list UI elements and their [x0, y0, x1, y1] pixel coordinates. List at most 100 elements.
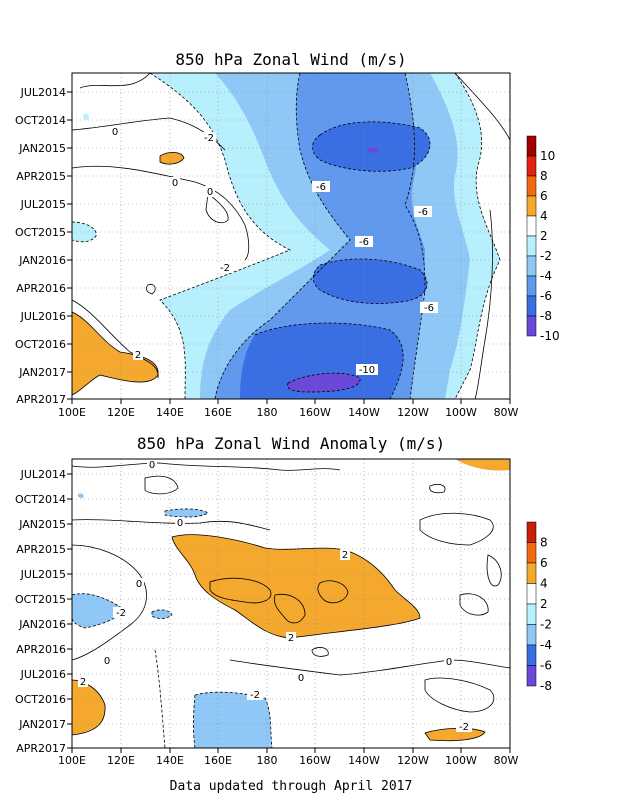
chart1-contour-label: -6 — [424, 303, 434, 314]
colorbar-label: 6 — [540, 556, 548, 570]
chart1-x-tick: 180 — [257, 406, 278, 419]
chart2-contour-label: 0 — [149, 460, 155, 471]
colorbar-swatch — [526, 155, 537, 177]
chart1-contour-label: 2 — [135, 350, 141, 361]
chart1-x-tick: 140E — [156, 406, 184, 419]
chart1-contour-label: -6 — [418, 207, 428, 218]
chart1-region-neg10-b — [367, 147, 379, 153]
chart2-x-tick: 100W — [445, 754, 477, 767]
colorbar-label: 6 — [540, 189, 548, 203]
chart1-contour-label: 0 — [112, 127, 118, 138]
colorbar-label: -8 — [540, 679, 552, 693]
chart2-region-pos2-tr — [455, 459, 510, 471]
colorbar-swatch — [526, 135, 537, 157]
colorbar-label: 8 — [540, 169, 548, 183]
chart1-x-tick: 140W — [348, 406, 380, 419]
colorbar-label: -4 — [540, 638, 552, 652]
chart2-x-tick: 140E — [156, 754, 184, 767]
chart1-y-tick: OCT2015 — [15, 226, 66, 239]
chart2-contours-neg — [72, 508, 273, 748]
chart2-x-tick: 120W — [397, 754, 429, 767]
chart2-contour-label: -2 — [459, 722, 469, 733]
chart2-y-tick: JAN2016 — [18, 618, 66, 631]
chart1-contour-label: -2 — [204, 133, 214, 144]
chart1-region-neg8-a — [312, 121, 431, 172]
chart1-contour-label: -2 — [220, 263, 230, 274]
chart2-x-tick: 140W — [348, 754, 380, 767]
chart1-y-tick: APR2017 — [16, 393, 66, 406]
colorbar-swatch — [526, 624, 537, 646]
chart2-region-pos2-left — [72, 680, 106, 735]
chart2-y-tick: JAN2015 — [18, 518, 66, 531]
chart1-y-tick: APR2015 — [16, 170, 66, 183]
chart2-x-tick: 120E — [107, 754, 135, 767]
chart2-contour-label: -2 — [116, 608, 126, 619]
chart2-tickmarks — [67, 473, 511, 753]
chart2-x-tick: 180 — [257, 754, 278, 767]
chart2-y-tick: OCT2015 — [15, 593, 66, 606]
chart1-x-tick: 160E — [204, 406, 232, 419]
chart1-frame — [71, 72, 511, 400]
colorbar-swatch — [526, 235, 537, 257]
chart1-title: 850 hPa Zonal Wind (m/s) — [175, 50, 406, 69]
chart1-contour-labels: 0 -2 0 0 -2 -6 -6 -6 -6 2 -10 — [110, 126, 438, 376]
chart2-colorbar: 8 6 4 2 -2 -4 -6 -8 — [526, 521, 552, 693]
chart1-x-tick: 120E — [107, 406, 135, 419]
chart2-x-tick: 80W — [494, 754, 519, 767]
chart2-x-tick: 100E — [58, 754, 86, 767]
chart2-contour-label: 2 — [288, 633, 294, 644]
chart2-region-neg2-lower — [193, 692, 272, 748]
colorbar-swatch — [526, 583, 537, 605]
colorbar-swatch — [526, 665, 537, 687]
chart2-region-neg2-small-a — [165, 508, 208, 518]
chart2-y-tick: JUL2016 — [20, 668, 66, 681]
chart1-contour-label: -10 — [359, 365, 375, 376]
chart1-contours-neg — [72, 73, 501, 399]
chart2-region-pos4-b — [273, 593, 306, 624]
chart2-contour-label: 2 — [80, 677, 86, 688]
chart1-colorbar: 10 8 6 4 2 -2 -4 -6 -8 -10 — [526, 135, 560, 343]
chart2-contour-label: 0 — [104, 656, 110, 667]
chart2-field: 0 0 2 2 0 -2 0 -2 0 0 2 -2 — [72, 459, 510, 748]
colorbar-label: -2 — [540, 249, 552, 263]
chart2-y-tick: JUL2015 — [20, 568, 66, 581]
chart2-contour-label: 2 — [342, 550, 348, 561]
chart2-region-pos4-c — [317, 580, 349, 604]
chart1-region-pos2-b — [160, 152, 184, 165]
chart2-region-neg2-small-b — [152, 609, 172, 619]
chart2-region-neg2-small-c — [77, 493, 84, 498]
colorbar-label: -2 — [540, 618, 552, 632]
footer-note: Data updated through April 2017 — [170, 779, 413, 794]
chart2-region-pos4-a — [209, 577, 272, 604]
chart1-x-tick: 80W — [494, 406, 519, 419]
chart1-contour-label: 0 — [172, 178, 178, 189]
chart2-contour-label: -2 — [250, 690, 260, 701]
colorbar-label: -6 — [540, 289, 552, 303]
colorbar-label: -10 — [540, 329, 560, 343]
colorbar-label: 2 — [540, 597, 548, 611]
colorbar-label: -8 — [540, 309, 552, 323]
chart1-x-tick: 100W — [445, 406, 477, 419]
chart2-frame — [71, 458, 511, 749]
chart2-y-tick: APR2017 — [16, 742, 66, 755]
chart2-y-tick: APR2016 — [16, 643, 66, 656]
chart1-contour-label: -6 — [316, 182, 326, 193]
chart2-region-pos2 — [172, 534, 420, 638]
colorbar-swatch — [526, 255, 537, 277]
colorbar-label: 8 — [540, 536, 548, 550]
chart1-tickmarks — [67, 91, 511, 404]
chart1-y-tick: JAN2015 — [18, 142, 66, 155]
chart1-region-neg8-c — [240, 323, 404, 399]
colorbar-label: 2 — [540, 229, 548, 243]
chart1-y-tick: APR2016 — [16, 282, 66, 295]
colorbar-swatch — [526, 603, 537, 625]
chart1-x-ticks: 100E 120E 140E 160E 180 160W 140W 120W 1… — [58, 406, 519, 419]
chart2-x-tick: 160E — [204, 754, 232, 767]
colorbar-swatch — [526, 215, 537, 237]
chart1-field: 0 -2 0 0 -2 -6 -6 -6 -6 2 -10 — [72, 73, 510, 399]
chart2-grid — [72, 459, 510, 748]
colorbar-swatch — [526, 275, 537, 297]
chart1-region-neg8-b — [313, 258, 428, 304]
chart2-y-tick: OCT2016 — [15, 693, 66, 706]
